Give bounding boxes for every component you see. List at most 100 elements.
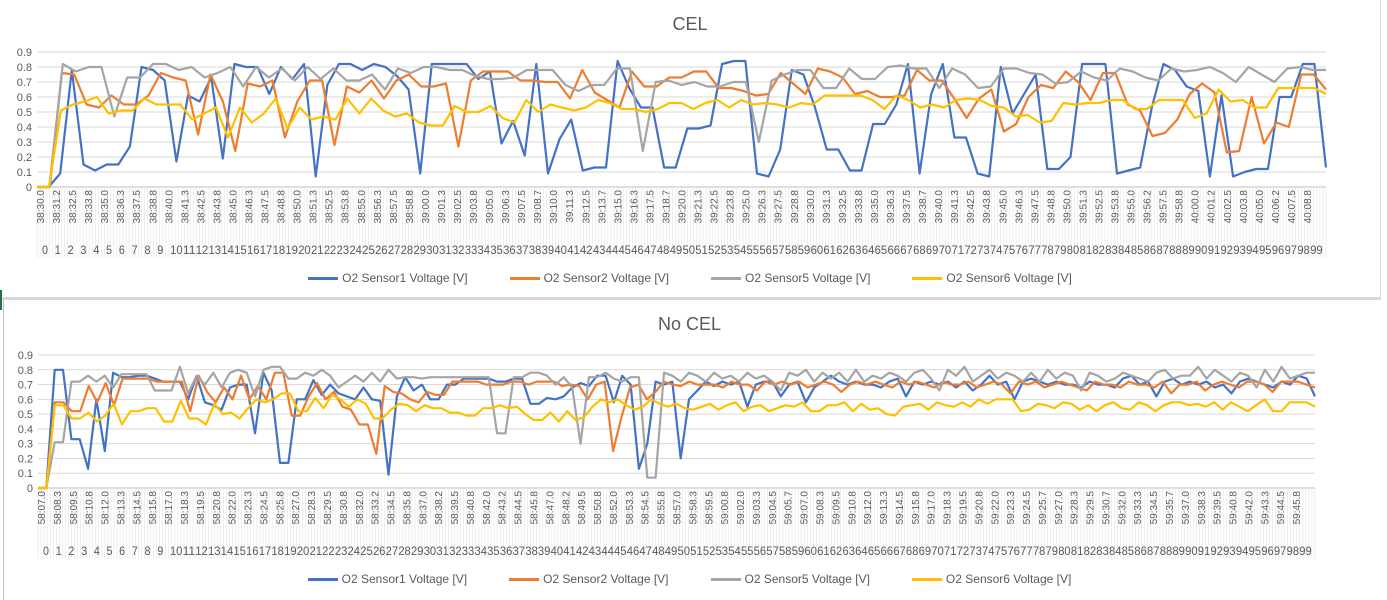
- x-time-label: 39:40.0: [934, 190, 945, 224]
- series-line-3[interactable]: [37, 62, 1326, 189]
- legend-item[interactable]: O2 Sensor1 Voltage [V]: [308, 271, 468, 285]
- x-time-label: 58:55.8: [657, 491, 668, 525]
- x-time-label: 39:31.3: [822, 190, 833, 224]
- legend-item[interactable]: O2 Sensor5 Voltage [V]: [710, 572, 870, 586]
- legend-item[interactable]: O2 Sensor6 Voltage [V]: [911, 572, 1071, 586]
- legend-item[interactable]: O2 Sensor2 Voltage [V]: [509, 271, 669, 285]
- x-index-label: 61: [823, 245, 836, 257]
- x-index-label: 48: [652, 546, 665, 558]
- x-time-label: 59:13.3: [879, 491, 890, 525]
- x-index-label: 1: [55, 245, 61, 257]
- x-index-label: 63: [849, 245, 862, 257]
- series-line-4[interactable]: [37, 86, 1327, 189]
- x-index-label: 30: [426, 245, 439, 257]
- x-index-label: 81: [1080, 245, 1093, 257]
- series-line-3[interactable]: [38, 365, 1315, 490]
- x-index-label: 57: [772, 245, 785, 257]
- legend-item[interactable]: O2 Sensor6 Voltage [V]: [912, 271, 1072, 285]
- x-index-label: 5: [106, 546, 112, 558]
- x-time-label: 58:22.0: [228, 491, 239, 525]
- x-time-label: 38:57.5: [389, 190, 400, 224]
- x-index-label: 20: [298, 245, 311, 257]
- x-time-label: 59:15.8: [911, 491, 922, 525]
- x-index-label: 92: [1221, 245, 1234, 257]
- series-line-1[interactable]: [37, 59, 1328, 189]
- x-time-label: 59:24.5: [1022, 491, 1033, 525]
- series-line-2[interactable]: [37, 67, 1327, 189]
- x-time-label: 39:16.3: [629, 190, 640, 224]
- x-time-label: 59:20.8: [974, 491, 985, 525]
- y-tick-label: 0.8: [17, 62, 32, 74]
- x-index-label: 86: [1144, 245, 1157, 257]
- x-time-label: 59:39.5: [1213, 491, 1224, 525]
- x-time-label: 38:31.2: [52, 190, 63, 224]
- x-time-label: 58:37.0: [418, 491, 429, 525]
- x-index-label: 41: [567, 245, 580, 257]
- x-index-label: 12: [196, 245, 209, 257]
- x-index-label: 2: [68, 546, 74, 558]
- x-index-label: 93: [1223, 546, 1236, 558]
- legend-item[interactable]: O2 Sensor1 Voltage [V]: [307, 572, 467, 586]
- x-time-label: 39:41.3: [950, 190, 961, 224]
- x-time-label: 39:22.5: [710, 190, 721, 224]
- x-index-label: 73: [977, 245, 990, 257]
- x-time-label: 38:48.8: [277, 190, 288, 224]
- x-time-label: 38:40.0: [164, 190, 175, 224]
- x-time-label: 39:45.0: [998, 190, 1009, 224]
- x-index-label: 62: [830, 546, 843, 558]
- x-index-label: 77: [1028, 245, 1041, 257]
- x-time-label: 39:57.5: [1159, 190, 1170, 224]
- x-index-label: 33: [462, 546, 475, 558]
- x-index-label: 76: [1016, 245, 1029, 257]
- x-index-label: 13: [209, 245, 222, 257]
- legend-item[interactable]: O2 Sensor5 Voltage [V]: [711, 271, 870, 285]
- chart-no-cel[interactable]: No CEL 0 0.1 0.2 0.3 0.4 0.5 0.6 0.7 0.8 0.9 58:07…: [3, 300, 1381, 600]
- x-index-label: 51: [695, 245, 708, 257]
- x-time-label: 58:52.0: [609, 491, 620, 525]
- x-time-label: 59:08.3: [815, 491, 826, 525]
- x-time-label: 38:38.8: [148, 190, 159, 224]
- x-time-label: 39:52.5: [1094, 190, 1105, 224]
- x-index-label: 69: [926, 245, 939, 257]
- x-index-label: 58: [779, 546, 792, 558]
- chart-legend: O2 Sensor1 Voltage [V] O2 Sensor2 Voltage…: [0, 271, 1380, 285]
- x-time-label: 38:41.3: [180, 190, 191, 224]
- x-time-label: 39:28.8: [790, 190, 801, 224]
- x-index-label: 20: [297, 546, 310, 558]
- x-time-label: 40:06.2: [1271, 190, 1282, 224]
- x-time-label: 38:33.8: [84, 190, 95, 224]
- x-index-label: 83: [1105, 245, 1118, 257]
- x-time-label: 38:58.8: [405, 190, 416, 224]
- x-time-label: 58:58.3: [688, 491, 699, 525]
- x-index-label: 34: [474, 546, 487, 558]
- x-time-label: 39:50.0: [1062, 190, 1073, 224]
- x-index-label: 74: [990, 245, 1003, 257]
- x-index-label: 68: [913, 245, 926, 257]
- x-time-label: 58:07.0: [37, 491, 48, 525]
- x-index-label: 7: [132, 546, 138, 558]
- x-index-label: 60: [804, 546, 817, 558]
- x-index-label: 10: [170, 546, 183, 558]
- x-time-label: 58:17.0: [164, 491, 175, 525]
- x-time-label: 59:30.7: [1101, 491, 1112, 525]
- legend-item[interactable]: O2 Sensor2 Voltage [V]: [509, 572, 669, 586]
- x-index-label: 65: [868, 546, 881, 558]
- selection-marker: [0, 290, 2, 310]
- x-index-label: 99: [1299, 546, 1312, 558]
- x-index-label: 66: [881, 546, 894, 558]
- x-time-label: 58:29.5: [323, 491, 334, 525]
- series-line-4[interactable]: [38, 392, 1316, 490]
- x-index-label: 74: [982, 546, 995, 558]
- chart-title: CEL: [672, 14, 708, 34]
- series-line-2[interactable]: [38, 371, 1316, 490]
- x-index-label: 22: [322, 546, 335, 558]
- x-time-label: 39:11.3: [565, 190, 576, 223]
- x-time-label: 58:42.0: [482, 491, 493, 525]
- x-index-label: 80: [1058, 546, 1071, 558]
- x-index-label: 22: [324, 245, 337, 257]
- x-index-label: 56: [754, 546, 767, 558]
- chart-cel[interactable]: CEL 0 0.1 0.2 0.3 0.4 0.5 0.6 0.7 0.8 0.9 38:30.0 3…: [0, 0, 1381, 300]
- x-time-label: 38:53.8: [341, 190, 352, 224]
- x-time-label: 58:34.5: [387, 491, 398, 525]
- legend-swatch-icon: [509, 577, 540, 581]
